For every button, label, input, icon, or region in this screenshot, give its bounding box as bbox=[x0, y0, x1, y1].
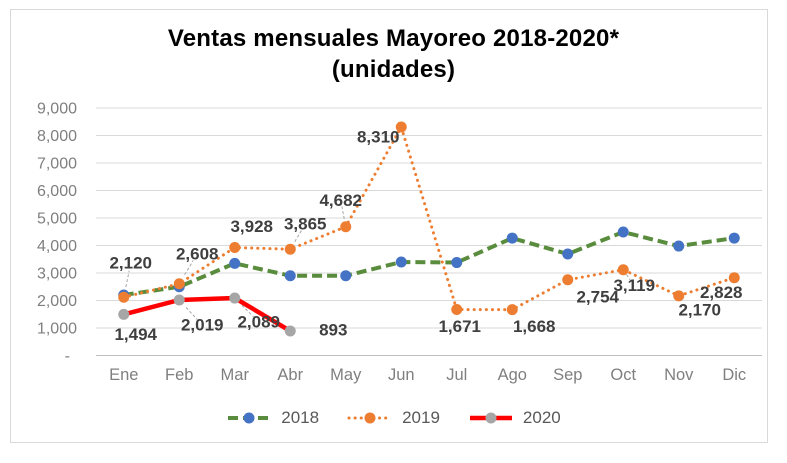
x-axis-month-label: Feb bbox=[165, 366, 193, 384]
x-axis-month-label: Dic bbox=[722, 366, 746, 384]
y-axis-tick-label: 5,000 bbox=[37, 211, 77, 228]
data-point-marker-2018 bbox=[673, 240, 685, 252]
data-point-marker-2019 bbox=[340, 221, 352, 233]
x-axis-month-label: Mar bbox=[221, 366, 250, 384]
label-leader-line bbox=[341, 206, 345, 220]
legend-item-2020: 2020 bbox=[468, 408, 561, 428]
data-label-2019: 3,865 bbox=[284, 215, 327, 234]
legend-label: 2019 bbox=[402, 408, 440, 427]
x-axis-month-label: May bbox=[330, 366, 362, 384]
data-point-marker-2019 bbox=[617, 264, 629, 276]
y-axis-tick-label: 4,000 bbox=[37, 238, 77, 255]
data-point-marker-2019 bbox=[728, 272, 740, 284]
label-leader-line bbox=[185, 307, 198, 320]
data-label-2019: 1,671 bbox=[438, 317, 481, 336]
data-point-marker-2020 bbox=[284, 325, 296, 337]
data-point-marker-2019 bbox=[562, 274, 574, 286]
legend-swatch-2020 bbox=[469, 412, 512, 424]
data-label-2019: 2,754 bbox=[576, 287, 619, 306]
data-label-2019: 3,928 bbox=[230, 217, 273, 236]
x-axis-month-label: Sep bbox=[553, 366, 582, 384]
data-label-2019: 2,120 bbox=[109, 254, 152, 273]
legend-item-2018: 2018 bbox=[226, 408, 319, 428]
data-label-2020: 2,089 bbox=[237, 313, 280, 332]
y-axis-tick-label: 9,000 bbox=[37, 101, 77, 118]
data-point-marker-2018 bbox=[340, 270, 352, 282]
data-label-2019: 2,828 bbox=[700, 283, 743, 302]
legend-label: 2020 bbox=[522, 408, 561, 427]
y-axis-tick-label: 3,000 bbox=[37, 266, 77, 283]
data-label-2019: 8,310 bbox=[357, 127, 400, 146]
data-point-marker-2019 bbox=[173, 278, 185, 290]
data-point-marker-2019 bbox=[451, 304, 463, 316]
data-label-2020: 893 bbox=[319, 320, 347, 339]
label-leader-line bbox=[241, 304, 254, 318]
data-label-2020: 2,019 bbox=[181, 315, 224, 334]
data-label-2019: 3,119 bbox=[613, 276, 655, 295]
data-point-marker-2018 bbox=[617, 226, 629, 238]
legend-item-2019: 2019 bbox=[347, 408, 440, 428]
data-point-marker-2019 bbox=[118, 291, 130, 303]
series-line-2018 bbox=[123, 229, 735, 297]
legend: 2018 2019 2020 bbox=[0, 403, 787, 433]
y-axis-tick-label: 1,000 bbox=[37, 321, 77, 338]
legend-swatch-2018 bbox=[228, 412, 271, 424]
x-axis-month-label: Jun bbox=[388, 366, 415, 384]
data-point-marker-2020 bbox=[229, 292, 241, 304]
data-point-marker-2019 bbox=[673, 290, 685, 302]
x-axis-month-label: Ene bbox=[109, 366, 138, 384]
series-line-2020 bbox=[123, 295, 292, 333]
label-leader-line bbox=[626, 274, 633, 283]
data-label-2019: 2,608 bbox=[176, 244, 219, 263]
data-point-marker-2018 bbox=[229, 257, 241, 269]
data-point-marker-2019 bbox=[284, 243, 296, 255]
data-point-marker-2020 bbox=[173, 294, 185, 306]
y-axis-tick-label: 8,000 bbox=[37, 128, 77, 145]
y-axis-tick-label: 6,000 bbox=[37, 183, 77, 200]
data-point-marker-2018 bbox=[728, 232, 740, 244]
data-label-2020: 1,494 bbox=[114, 325, 157, 344]
x-axis-month-label: Abr bbox=[277, 366, 303, 384]
data-label-2019: 1,668 bbox=[513, 317, 556, 336]
y-axis-tick-label: - bbox=[65, 348, 70, 365]
data-label-2019: 4,682 bbox=[319, 191, 362, 210]
data-point-marker-2020 bbox=[118, 308, 130, 320]
data-point-marker-2019 bbox=[229, 241, 241, 253]
x-axis-month-label: Ago bbox=[498, 366, 527, 384]
legend-swatch-2019 bbox=[347, 412, 393, 424]
label-leader-line bbox=[184, 260, 194, 276]
data-label-2019: 2,170 bbox=[678, 300, 721, 319]
x-axis-month-label: Nov bbox=[664, 366, 694, 384]
legend-label: 2018 bbox=[281, 408, 320, 427]
chart-title: Ventas mensuales Mayoreo 2018-2020* bbox=[167, 25, 620, 52]
x-axis-month-label: Oct bbox=[610, 366, 636, 384]
x-axis-month-label: Jul bbox=[446, 366, 467, 384]
chart-subtitle: (unidades) bbox=[331, 56, 456, 83]
data-point-marker-2019 bbox=[506, 304, 518, 316]
y-axis-tick-label: 7,000 bbox=[37, 156, 77, 173]
label-leader-line bbox=[294, 229, 303, 242]
data-point-marker-2018 bbox=[451, 257, 463, 269]
label-leader-line bbox=[125, 270, 130, 288]
chart-frame bbox=[10, 9, 768, 443]
data-point-marker-2018 bbox=[506, 232, 518, 244]
data-point-marker-2018 bbox=[395, 256, 407, 268]
data-point-marker-2019 bbox=[395, 121, 407, 133]
data-point-marker-2018 bbox=[284, 270, 296, 282]
y-axis-tick-label: 2,000 bbox=[37, 293, 77, 310]
data-point-marker-2018 bbox=[562, 248, 574, 260]
